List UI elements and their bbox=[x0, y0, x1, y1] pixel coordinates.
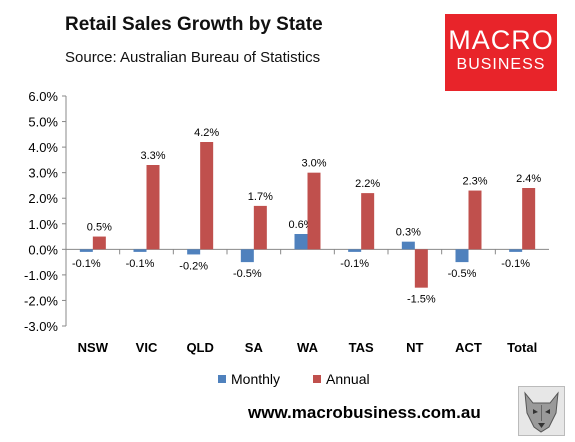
bar-monthly bbox=[240, 249, 254, 263]
x-tick-label: NT bbox=[406, 340, 423, 355]
data-label-annual: 2.3% bbox=[462, 176, 487, 188]
bar-annual bbox=[253, 205, 267, 250]
bar-monthly bbox=[79, 249, 93, 252]
y-tick-label: 2.0% bbox=[28, 191, 58, 206]
data-label-annual: 1.7% bbox=[248, 191, 273, 203]
data-label-monthly: -0.5% bbox=[448, 268, 477, 280]
data-label-annual: 3.0% bbox=[301, 158, 326, 170]
bar-annual bbox=[307, 172, 321, 250]
bar-monthly bbox=[294, 234, 308, 250]
data-label-monthly: 0.6% bbox=[288, 219, 313, 231]
x-tick-label: VIC bbox=[136, 340, 158, 355]
legend-label-monthly: Monthly bbox=[231, 371, 280, 387]
bar-annual bbox=[200, 142, 214, 250]
legend-swatch-annual bbox=[313, 375, 321, 383]
data-label-monthly: -0.1% bbox=[126, 258, 155, 270]
website-url: www.macrobusiness.com.au bbox=[248, 403, 481, 422]
data-label-annual: 3.3% bbox=[140, 150, 165, 162]
x-tick-label: SA bbox=[245, 340, 264, 355]
bar-monthly bbox=[401, 241, 415, 250]
data-label-monthly: -0.1% bbox=[501, 258, 530, 270]
data-label-monthly: -0.1% bbox=[72, 258, 101, 270]
y-tick-label: 1.0% bbox=[28, 217, 58, 232]
bar-monthly bbox=[348, 249, 362, 252]
bar-monthly bbox=[133, 249, 147, 252]
chart-subtitle: Source: Australian Bureau of Statistics bbox=[65, 49, 321, 66]
bar-monthly bbox=[455, 249, 469, 263]
x-tick-label: Total bbox=[507, 340, 537, 355]
data-label-annual: 2.2% bbox=[355, 178, 380, 190]
x-tick-label: ACT bbox=[455, 340, 482, 355]
y-tick-label: 5.0% bbox=[28, 115, 58, 130]
data-label-monthly: 0.3% bbox=[396, 227, 421, 239]
y-tick-label: 6.0% bbox=[28, 89, 58, 104]
x-tick-label: QLD bbox=[186, 340, 213, 355]
data-label-monthly: -0.1% bbox=[340, 258, 369, 270]
macrobusiness-logo: MACRO BUSINESS bbox=[445, 14, 557, 91]
legend-label-annual: Annual bbox=[326, 371, 370, 387]
data-label-annual: -1.5% bbox=[407, 294, 436, 306]
x-tick-label: NSW bbox=[78, 340, 109, 355]
data-label-annual: 2.4% bbox=[516, 173, 541, 185]
wolf-head-icon bbox=[518, 386, 565, 436]
bar-annual bbox=[92, 236, 106, 250]
bar-annual bbox=[522, 188, 536, 250]
y-tick-label: 0.0% bbox=[28, 242, 58, 257]
logo-line-2: BUSINESS bbox=[456, 56, 546, 73]
logo-line-1: MACRO bbox=[448, 25, 554, 55]
data-label-monthly: -0.2% bbox=[179, 260, 208, 272]
y-tick-label: 3.0% bbox=[28, 166, 58, 181]
bar-monthly bbox=[187, 249, 201, 255]
y-tick-label: -3.0% bbox=[24, 319, 58, 334]
bar-annual bbox=[414, 249, 428, 288]
y-tick-label: -1.0% bbox=[24, 268, 58, 283]
data-label-monthly: -0.5% bbox=[233, 268, 262, 280]
legend-swatch-monthly bbox=[218, 375, 226, 383]
bar-annual bbox=[361, 193, 375, 250]
bar-annual bbox=[468, 190, 482, 250]
data-label-annual: 4.2% bbox=[194, 127, 219, 139]
chart-title: Retail Sales Growth by State bbox=[65, 14, 323, 35]
bar-monthly bbox=[509, 249, 523, 252]
x-tick-label: WA bbox=[297, 340, 319, 355]
x-tick-label: TAS bbox=[349, 340, 374, 355]
data-label-annual: 0.5% bbox=[87, 222, 112, 234]
bar-annual bbox=[146, 165, 160, 250]
y-tick-label: 4.0% bbox=[28, 140, 58, 155]
y-tick-label: -2.0% bbox=[24, 293, 58, 308]
